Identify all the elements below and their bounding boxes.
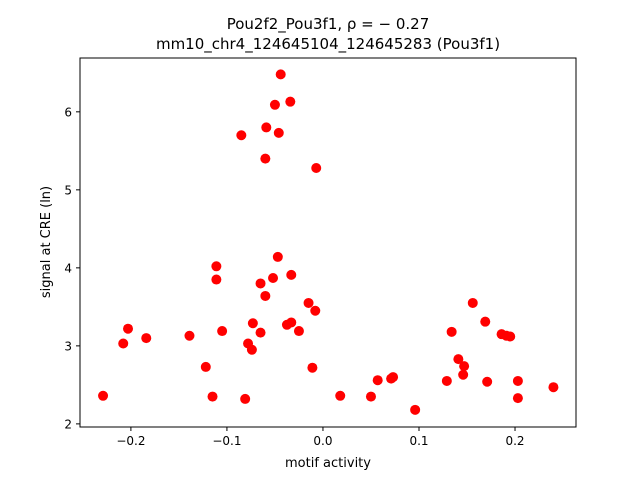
- data-point: [260, 290, 271, 301]
- y-axis-ticks: 2 3 4 5 6: [64, 105, 80, 431]
- data-point: [98, 390, 109, 401]
- data-point: [118, 338, 129, 349]
- data-point: [273, 127, 284, 138]
- data-point: [482, 376, 493, 387]
- y-tick-label: 6: [64, 105, 72, 119]
- data-point: [410, 404, 421, 415]
- data-point: [548, 382, 559, 393]
- data-point: [200, 361, 211, 372]
- x-axis-label: motif activity: [285, 456, 371, 471]
- data-point: [246, 344, 257, 355]
- data-point: [217, 326, 228, 337]
- x-tick-label: −0.2: [116, 434, 145, 448]
- data-point: [467, 297, 478, 308]
- data-point: [240, 393, 251, 404]
- y-tick-label: 5: [64, 183, 72, 197]
- chart-subtitle: mm10_chr4_124645104_124645283 (Pou3f1): [156, 35, 500, 54]
- data-point: [303, 297, 314, 308]
- data-point: [310, 305, 321, 316]
- data-point: [255, 327, 266, 338]
- x-tick-label: 0.2: [505, 434, 524, 448]
- data-point: [311, 162, 322, 173]
- plot-frame: [79, 57, 577, 428]
- chart-title: Pou2f2_Pou3f1, ρ = − 0.27: [227, 15, 430, 34]
- data-point: [307, 362, 318, 373]
- data-point: [335, 390, 346, 401]
- data-point: [505, 331, 516, 342]
- x-tick-label: 0.1: [409, 434, 428, 448]
- data-point: [123, 323, 134, 334]
- data-point: [207, 391, 218, 402]
- data-point: [255, 278, 266, 289]
- data-point: [268, 272, 279, 283]
- y-tick-label: 2: [64, 417, 72, 431]
- x-tick-label: 0.0: [313, 434, 332, 448]
- y-tick-label: 4: [64, 261, 72, 275]
- data-points: [98, 69, 559, 415]
- data-point: [247, 318, 258, 329]
- x-tick-label: −0.1: [212, 434, 241, 448]
- data-point: [286, 269, 297, 280]
- data-point: [458, 369, 469, 380]
- data-point: [372, 375, 383, 386]
- y-tick-label: 3: [64, 339, 72, 353]
- data-point: [459, 361, 470, 372]
- data-point: [141, 333, 152, 344]
- x-axis-ticks: −0.2 −0.1 0.0 0.1 0.2: [116, 427, 525, 448]
- data-point: [480, 316, 491, 327]
- data-point: [453, 354, 464, 365]
- data-point: [260, 153, 271, 164]
- data-point: [211, 261, 222, 272]
- data-point: [512, 393, 523, 404]
- data-point: [365, 391, 376, 402]
- y-axis-label: signal at CRE (ln): [39, 186, 54, 298]
- data-point: [275, 69, 286, 80]
- data-point: [184, 330, 195, 341]
- data-point: [285, 96, 296, 107]
- data-point: [272, 251, 283, 262]
- data-point: [286, 317, 297, 328]
- data-point: [446, 326, 457, 337]
- data-point: [269, 99, 280, 110]
- data-point: [293, 326, 304, 337]
- data-point: [512, 375, 523, 386]
- data-point: [388, 372, 399, 383]
- data-point: [261, 122, 272, 133]
- data-point: [211, 274, 222, 285]
- data-point: [441, 375, 452, 386]
- data-point: [236, 130, 247, 141]
